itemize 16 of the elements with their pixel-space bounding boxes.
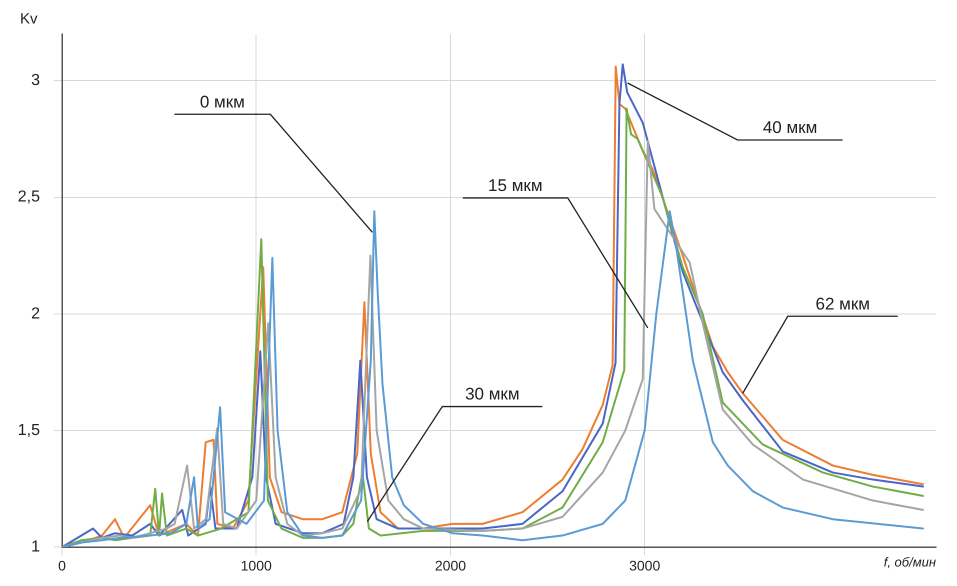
y-tick-label: 1 — [31, 538, 40, 556]
annotation: 30 мкм — [465, 384, 520, 404]
x-tick-label: 3000 — [629, 557, 660, 574]
x-tick-label: 1000 — [240, 557, 272, 574]
annotation: 62 мкм — [816, 294, 870, 314]
y-tick-label: 2,5 — [18, 188, 40, 206]
annotation: 0 мкм — [200, 92, 245, 112]
x-tick-label: 2000 — [434, 557, 466, 574]
x-tick-label: 0 — [58, 557, 66, 574]
annotation: 15 мкм — [488, 176, 542, 196]
x-axis-title: f, об/мин — [884, 554, 936, 570]
y-axis-title: Kv — [20, 10, 38, 28]
annotation: 40 мкм — [762, 118, 818, 138]
y-tick-label: 3 — [31, 72, 40, 90]
y-tick-label: 1,5 — [18, 422, 40, 439]
y-tick-label: 2 — [31, 305, 40, 322]
